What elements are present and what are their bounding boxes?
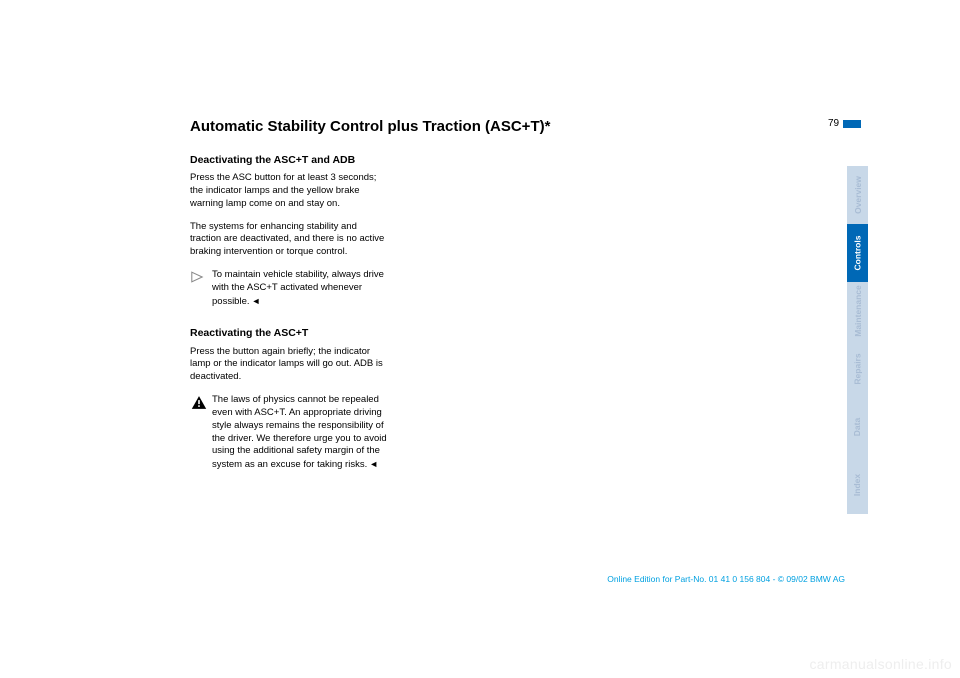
- tab-controls[interactable]: Controls: [847, 224, 868, 282]
- side-tabs: Overview Controls Maintenance Repairs Da…: [847, 166, 868, 514]
- tab-data-label: Data: [853, 418, 863, 436]
- tip-arrow-icon: [190, 269, 208, 285]
- end-mark-icon: ◄: [252, 295, 261, 307]
- tab-data[interactable]: Data: [847, 398, 868, 456]
- tab-index-label: Index: [853, 474, 863, 496]
- tab-maintenance[interactable]: Maintenance: [847, 282, 868, 340]
- tab-index[interactable]: Index: [847, 456, 868, 514]
- text-column: Deactivating the ASC+T and ADB Press the…: [190, 153, 390, 472]
- section1-heading: Deactivating the ASC+T and ADB: [190, 153, 390, 167]
- section2-note: The laws of physics cannot be repealed e…: [212, 394, 387, 470]
- tip-text: To maintain vehicle stability, always dr…: [212, 269, 390, 308]
- footer-text: Online Edition for Part-No. 01 41 0 156 …: [607, 574, 845, 584]
- section2-heading: Reactivating the ASC+T: [190, 326, 390, 340]
- tip-note: To maintain vehicle stability, always dr…: [190, 269, 390, 308]
- tab-repairs-label: Repairs: [853, 353, 863, 384]
- section1-note: To maintain vehicle stability, always dr…: [212, 269, 384, 307]
- section2-p1: Press the button again briefly; the indi…: [190, 346, 390, 384]
- warning-triangle-icon: [190, 394, 208, 410]
- end-mark-icon: ◄: [369, 458, 378, 470]
- tab-controls-label: Controls: [853, 236, 863, 271]
- tab-maintenance-label: Maintenance: [853, 285, 863, 337]
- section1-p2: The systems for enhancing stability and …: [190, 221, 390, 259]
- section1-p1: Press the ASC button for at least 3 seco…: [190, 172, 390, 210]
- tab-overview[interactable]: Overview: [847, 166, 868, 224]
- warning-note: The laws of physics cannot be repealed e…: [190, 394, 390, 472]
- page-title: Automatic Stability Control plus Tractio…: [190, 118, 870, 135]
- tab-overview-label: Overview: [853, 176, 863, 214]
- warning-text: The laws of physics cannot be repealed e…: [212, 394, 390, 472]
- tab-repairs[interactable]: Repairs: [847, 340, 868, 398]
- page-content: Automatic Stability Control plus Tractio…: [190, 118, 870, 482]
- watermark-text: carmanualsonline.info: [810, 656, 953, 672]
